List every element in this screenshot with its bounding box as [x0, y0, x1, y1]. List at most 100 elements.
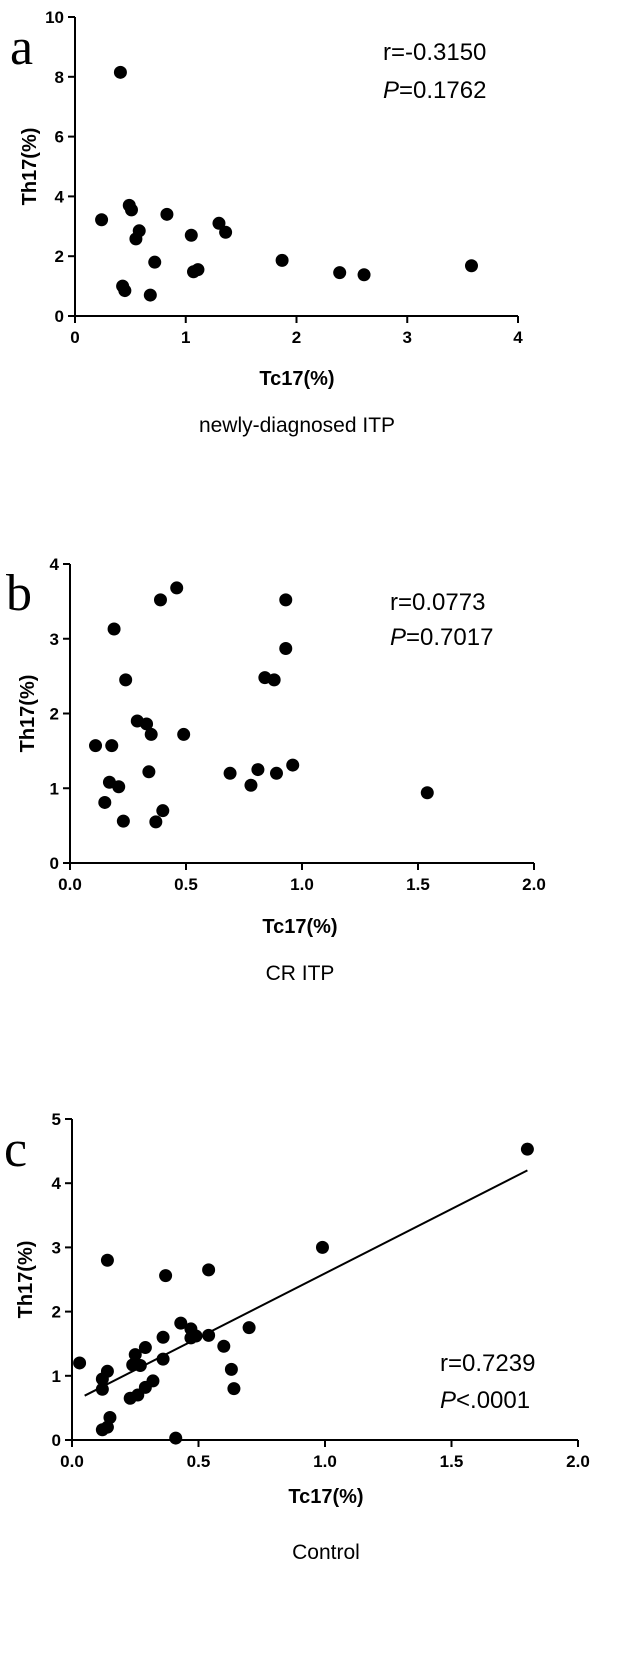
chart-panel-b: b 0 1 2 3 4 0.0 0.5 1.0 1.5 2.0 Tc17(%) Th17(%) r=0.0… — [0, 548, 642, 1108]
data-point — [144, 727, 158, 741]
x-axis-title: Tc17(%) — [262, 916, 337, 938]
data-point — [138, 1341, 152, 1355]
data-point — [212, 216, 226, 230]
x-tick-label: 0.0 — [58, 875, 82, 894]
p-value: <.0001 — [456, 1387, 530, 1414]
panel-label: c — [4, 1121, 27, 1178]
x-tick-label: 1.5 — [440, 1452, 464, 1471]
data-point — [129, 232, 143, 246]
x-tick-label: 4 — [513, 328, 523, 347]
data-point — [174, 1316, 188, 1330]
data-point — [244, 778, 258, 792]
data-point — [160, 207, 174, 221]
data-point — [149, 815, 163, 829]
y-tick-label: 4 — [52, 1174, 62, 1193]
data-point — [153, 593, 167, 607]
data-point — [464, 259, 478, 273]
y-tick-label: 2 — [50, 705, 59, 724]
data-point — [143, 288, 157, 302]
p-value-text: P=0.1762 — [383, 77, 486, 104]
y-tick-label: 5 — [52, 1110, 61, 1129]
p-symbol: P — [390, 624, 406, 651]
x-axis-title: Tc17(%) — [288, 1486, 363, 1508]
data-point — [142, 765, 156, 779]
data-point — [156, 804, 170, 818]
y-axis-title: Th17(%) — [15, 1241, 37, 1319]
y-tick-label: 8 — [55, 68, 64, 87]
y-tick-label: 0 — [55, 307, 64, 326]
data-point — [170, 581, 184, 595]
data-point — [269, 766, 283, 780]
data-point — [520, 1142, 534, 1156]
data-point — [191, 263, 205, 277]
y-tick-label: 0 — [50, 854, 59, 873]
data-point — [95, 213, 109, 227]
correlation-r: r=0.7239 — [440, 1350, 535, 1377]
data-point — [217, 1339, 231, 1353]
chart-panel-a: a 0 2 4 6 8 10 0 1 2 3 4 Tc17(%) Th17(%) r=-0.3150 P=0.… — [0, 0, 642, 540]
y-tick-label: 4 — [50, 555, 60, 574]
correlation-r: r=-0.3150 — [383, 39, 486, 66]
data-point — [333, 266, 347, 280]
data-point — [123, 1391, 137, 1405]
y-axis-title: Th17(%) — [17, 675, 39, 753]
x-tick-label: 2.0 — [522, 875, 546, 894]
x-tick-label: 1.0 — [313, 1452, 337, 1471]
x-tick-label: 1 — [181, 328, 190, 347]
data-point — [279, 593, 293, 607]
scatter-plot-a: a 0 2 4 6 8 10 0 1 2 3 4 Tc17(%) Th17(%) r=-0.3150 P=0.… — [10, 8, 523, 437]
data-point — [95, 1372, 109, 1386]
data-point — [156, 1330, 170, 1344]
p-value-text: P<.0001 — [440, 1387, 530, 1414]
y-tick-label: 1 — [52, 1367, 61, 1386]
data-point — [128, 1348, 142, 1362]
data-point — [124, 203, 138, 217]
data-point — [184, 1331, 198, 1345]
x-tick-label: 1.0 — [290, 875, 314, 894]
chart-panel-c: c 0 1 2 3 4 5 0.0 0.5 1.0 1.5 2.0 Tc17(%) Th17(%) r=0.… — [0, 1108, 642, 1673]
data-point — [315, 1240, 329, 1254]
data-point — [202, 1328, 216, 1342]
panel-caption: newly-diagnosed ITP — [199, 414, 395, 437]
y-tick-label: 3 — [52, 1238, 61, 1257]
scatter-plot-b: b 0 1 2 3 4 0.0 0.5 1.0 1.5 2.0 Tc17(%) Th17(%) r=0.0… — [6, 555, 546, 985]
data-point — [286, 758, 300, 772]
panel-label: b — [6, 565, 32, 622]
y-tick-label: 6 — [55, 128, 64, 147]
y-tick-label: 2 — [55, 247, 64, 266]
p-value: =0.7017 — [406, 624, 493, 651]
x-tick-label: 0.5 — [187, 1452, 211, 1471]
y-tick-label: 0 — [52, 1431, 61, 1450]
y-tick-label: 1 — [50, 779, 59, 798]
data-point — [267, 673, 281, 687]
data-point — [105, 739, 119, 753]
data-point — [184, 228, 198, 242]
data-point — [223, 766, 237, 780]
data-point — [112, 780, 126, 794]
data-point — [73, 1356, 87, 1370]
y-axis-title: Th17(%) — [19, 128, 41, 206]
data-point — [113, 65, 127, 79]
data-point — [95, 1423, 109, 1437]
data-point — [420, 786, 434, 800]
data-point — [119, 673, 133, 687]
x-tick-label: 0.0 — [60, 1452, 84, 1471]
x-tick-label: 3 — [403, 328, 412, 347]
y-tick-label: 3 — [50, 630, 59, 649]
data-point — [118, 284, 132, 298]
data-point — [100, 1253, 114, 1267]
scatter-plot-c: c 0 1 2 3 4 5 0.0 0.5 1.0 1.5 2.0 Tc17(%) Th17(%) r=0.… — [4, 1110, 590, 1564]
x-tick-label: 0.5 — [174, 875, 198, 894]
p-value: =0.1762 — [399, 77, 486, 104]
data-point — [116, 814, 130, 828]
data-point — [156, 1352, 170, 1366]
data-point — [227, 1382, 241, 1396]
data-point — [89, 739, 103, 753]
y-tick-label: 10 — [45, 8, 64, 27]
data-point — [279, 641, 293, 655]
data-point — [202, 1263, 216, 1277]
x-axis-title: Tc17(%) — [259, 368, 334, 390]
data-point — [126, 1358, 140, 1372]
data-point — [224, 1362, 238, 1376]
p-value-text: P=0.7017 — [390, 624, 493, 651]
